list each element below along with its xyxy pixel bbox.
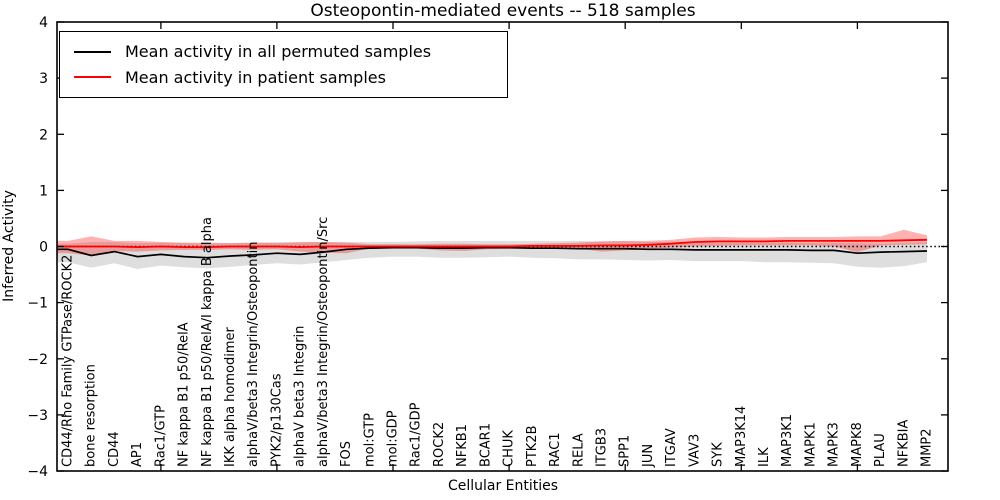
x-category-label: CD44: [107, 431, 122, 467]
chart-title: Osteopontin-mediated events -- 518 sampl…: [310, 1, 695, 21]
y-tick-label: 1: [39, 183, 48, 199]
x-category-label: RELA: [571, 433, 586, 467]
x-category-label: SPP1: [618, 435, 633, 467]
legend-label-patient: Mean activity in patient samples: [125, 67, 386, 87]
x-category-label: RAC1: [548, 432, 563, 467]
x-category-label: CHUK: [502, 430, 517, 467]
x-category-label: NF kappa B1 p50/RelA/I kappa B alpha: [200, 217, 215, 467]
permuted-mean-line: [57, 246, 928, 259]
x-category-label: ILK: [757, 447, 772, 467]
patient-band: [57, 229, 927, 256]
x-category-label: BCAR1: [478, 423, 493, 467]
x-axis-title: Cellular Entities: [448, 478, 558, 494]
x-category-label: PYK2/p130Cas: [269, 373, 284, 467]
x-category-label: NFKBIA: [896, 420, 911, 467]
y-tick-label: −4: [27, 464, 48, 480]
x-category-label: mol:GTP: [362, 413, 377, 467]
x-category-label: NFKB1: [455, 424, 470, 467]
y-tick-label: 2: [39, 127, 48, 143]
x-category-label: IKK alpha homodimer: [223, 326, 238, 467]
x-category-label: alphaV/beta3 Integrin/Osteopontin/Src: [316, 217, 331, 467]
x-category-label: CD44/Rho Family GTPase/ROCK2: [61, 255, 76, 467]
y-tick-label: −2: [27, 352, 48, 368]
x-category-label: PTK2B: [525, 426, 540, 468]
x-category-label: Rac1/GTP: [153, 405, 168, 467]
x-category-label: MAPK3: [827, 422, 842, 467]
x-category-label: SYK: [711, 442, 726, 467]
x-category-label: alphaV beta3 Integrin: [293, 326, 308, 467]
patient-line-swatch-icon: [74, 76, 111, 79]
y-tick-label: 3: [39, 71, 48, 87]
x-category-label: ITGB3: [595, 428, 610, 467]
legend-item-permuted: Mean activity in all permuted samples: [74, 42, 507, 61]
x-category-label: AP1: [130, 442, 145, 467]
y-tick-label: −3: [27, 408, 48, 424]
x-category-label: ITGAV: [664, 428, 679, 467]
x-category-label: PLAU: [873, 433, 888, 467]
x-category-label: Rac1/GDP: [409, 402, 424, 467]
series-lines: [57, 238, 948, 259]
legend-label-permuted: Mean activity in all permuted samples: [125, 42, 432, 62]
permuted-band: [57, 240, 927, 269]
confidence-bands: [57, 229, 927, 269]
patient-mean-line: [57, 238, 928, 249]
y-tick-label: 4: [39, 15, 48, 31]
x-category-label: MAPK8: [850, 422, 865, 467]
x-category-label: NF kappa B1 p50/RelA: [177, 322, 192, 467]
y-tick-label: 0: [39, 240, 48, 256]
y-tick-labels: 4 3 2 1 0 −1 −2 −3 −4: [27, 15, 48, 480]
axis-ticks: [57, 21, 948, 472]
legend: Mean activity in all permuted samples Me…: [59, 31, 508, 98]
x-category-label: ROCK2: [432, 422, 447, 467]
permuted-line-swatch-icon: [74, 50, 111, 53]
x-category-label: MAPK1: [803, 422, 818, 467]
x-category-label: bone resorption: [84, 364, 99, 467]
x-category-label: MMP2: [920, 428, 935, 467]
x-category-label: MAP3K1: [780, 414, 795, 467]
x-category-labels: CD44/Rho Family GTPase/ROCK2 bone resorpt…: [61, 217, 935, 468]
x-category-label: mol:GDP: [386, 410, 401, 467]
x-category-label: MAP3K14: [734, 406, 749, 467]
legend-item-patient: Mean activity in patient samples: [74, 68, 507, 87]
x-category-label: alphaV/beta3 Integrin/Osteopontin: [246, 242, 261, 467]
x-category-label: FOS: [339, 441, 354, 467]
y-tick-label: −1: [27, 296, 48, 312]
y-axis-title: Inferred Activity: [1, 190, 17, 302]
x-category-label: VAV3: [687, 434, 702, 467]
x-category-label: JUN: [641, 444, 656, 468]
